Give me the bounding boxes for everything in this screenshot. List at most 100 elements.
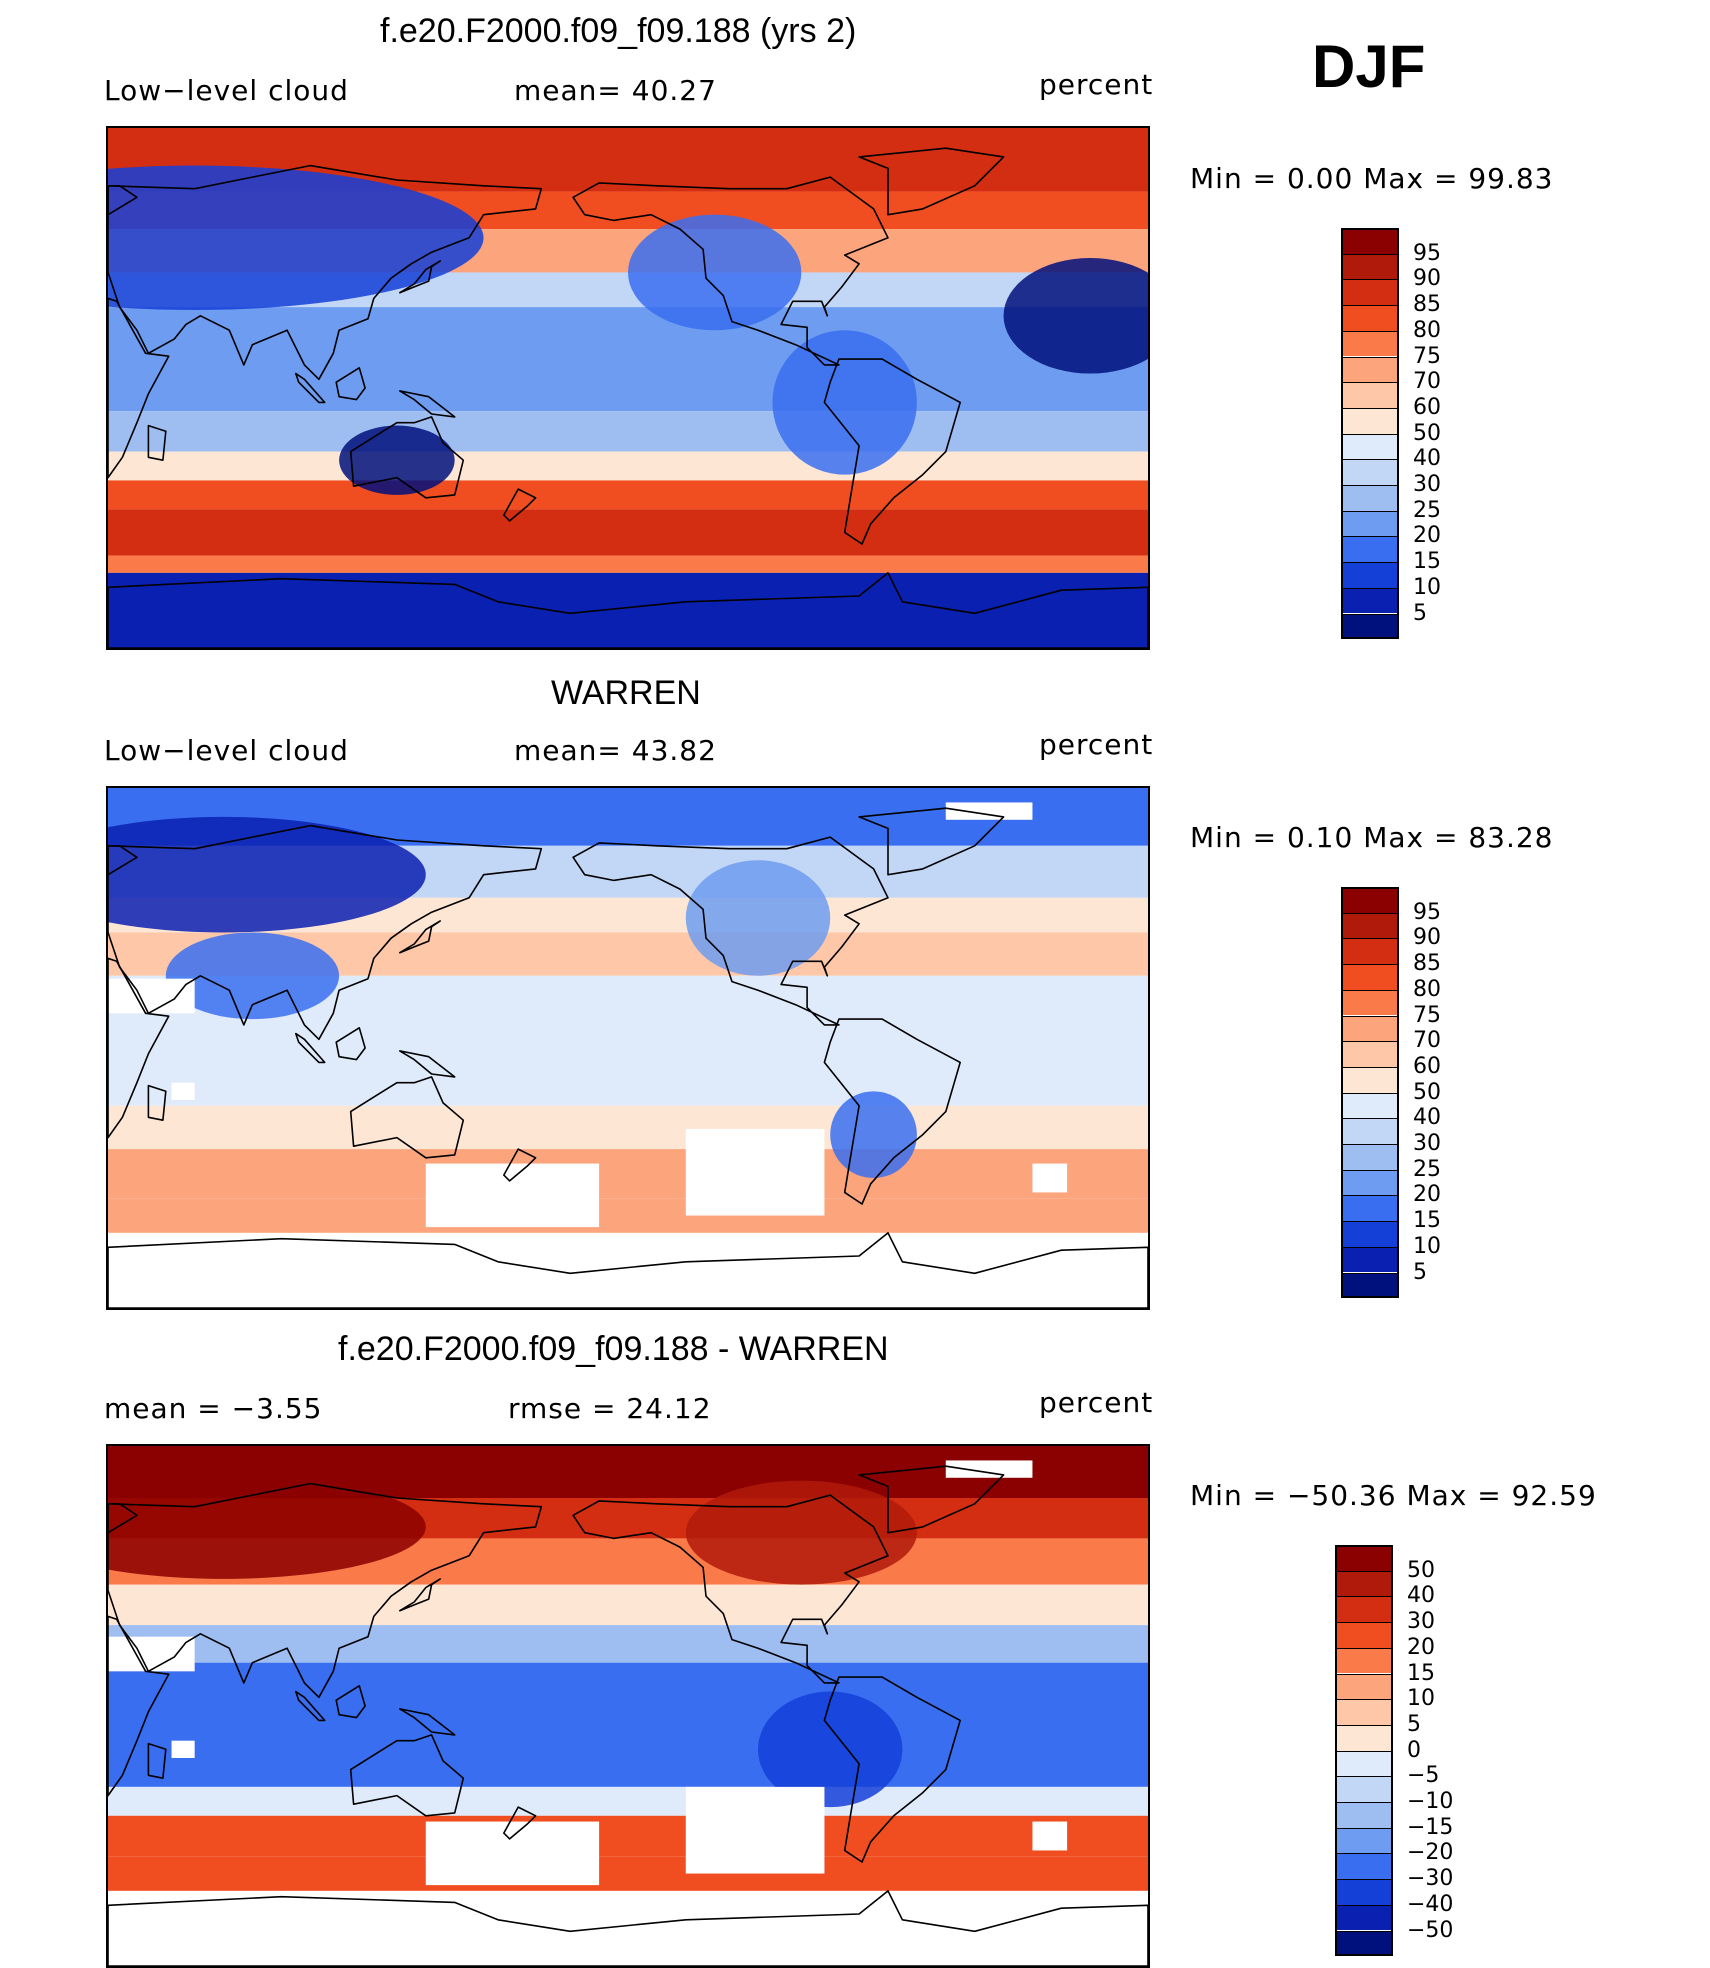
coastline (108, 844, 138, 876)
colorbar-tick-label: 90 (1413, 266, 1441, 292)
colorbar-swatch (1341, 1221, 1399, 1247)
season-label: DJF (1312, 33, 1426, 100)
colorbar-tick-label: 40 (1413, 1105, 1441, 1131)
colorbar-swatch (1341, 1169, 1399, 1196)
map-field (108, 788, 1148, 1308)
colorbar-tick-label: 95 (1413, 899, 1441, 925)
colorbar-swatch (1341, 459, 1399, 485)
colorbar-swatch (1341, 356, 1399, 383)
map-field-band (108, 1815, 1148, 1857)
coastline (108, 957, 170, 1139)
map-field-band (108, 509, 1148, 556)
colorbar-tick-label: −40 (1407, 1891, 1454, 1917)
colorbar-tick-label: −5 (1407, 1763, 1440, 1789)
colorbar-swatch (1341, 536, 1399, 563)
colorbar-tick-label: 50 (1413, 420, 1441, 446)
coastline (108, 824, 543, 1041)
panel-1-map (106, 126, 1150, 650)
coastline (398, 1708, 456, 1736)
colorbar-swatch (1341, 587, 1399, 614)
map-field-band (108, 1625, 1148, 1663)
coastline (349, 1076, 465, 1159)
colorbar-frame (1335, 1545, 1393, 1957)
map-field-band (108, 1019, 1148, 1106)
panel-2-mean-label: mean= 43.82 (514, 734, 717, 767)
colorbar-tick-label: 15 (1413, 1208, 1441, 1234)
coastline (572, 836, 889, 1026)
colorbar-swatch (1335, 1724, 1393, 1751)
colorbar-tick-label: 5 (1413, 600, 1427, 626)
map-field-band (108, 1662, 1148, 1787)
coastline (108, 164, 543, 381)
colorbar-swatch (1341, 305, 1399, 331)
panel-3-units-label: percent (1039, 1386, 1154, 1419)
map-field-band (108, 1149, 1148, 1199)
colorbar-swatch (1335, 1879, 1393, 1905)
map-field-patch (1003, 258, 1148, 374)
map-field-patch (685, 860, 831, 976)
colorbar-tick-label: 0 (1407, 1737, 1421, 1763)
coastline (823, 1018, 962, 1205)
colorbar-frame (1341, 228, 1399, 640)
colorbar-swatch (1341, 613, 1399, 640)
panel-1-mean-label: mean= 40.27 (514, 74, 717, 107)
colorbar-swatch (1335, 1827, 1393, 1854)
colorbar-swatch (1341, 228, 1399, 254)
missing-data-patch (945, 802, 1033, 820)
panel-3-rmse-label: rmse = 24.12 (508, 1392, 712, 1425)
colorbar-tick-label: 30 (1413, 472, 1441, 497)
map-field-band (108, 1584, 1148, 1626)
colorbar-tick-label: 40 (1413, 446, 1441, 472)
map-field-patch (758, 1691, 903, 1808)
colorbar-swatch (1335, 1904, 1393, 1931)
colorbar-tick-label: 5 (1407, 1711, 1421, 1737)
missing-data-patch (685, 1786, 825, 1874)
coastline (502, 1806, 537, 1840)
colorbar-swatch (1335, 1673, 1393, 1700)
colorbar-tick-label: 15 (1413, 549, 1441, 575)
coastline (858, 807, 1005, 876)
map-field-band (108, 572, 1148, 648)
coastline (108, 1232, 1148, 1308)
coastline (398, 260, 442, 294)
colorbar-tick-label: 60 (1413, 1053, 1441, 1079)
colorbar-swatch (1341, 1195, 1399, 1222)
coastline (572, 176, 889, 366)
colorbar-tick-label: 70 (1413, 369, 1441, 395)
map-field-band (108, 411, 1148, 452)
coastline (295, 372, 326, 404)
colorbar-tick-label: 75 (1413, 343, 1441, 369)
map-field-patch (165, 932, 340, 1020)
colorbar-tick-label: 80 (1413, 976, 1441, 1002)
map-field-band (108, 555, 1148, 573)
colorbar-tick-label: 10 (1413, 574, 1441, 600)
map-field (108, 128, 1148, 648)
colorbar-tick-label: 25 (1413, 497, 1441, 523)
panel-1-minmax: Min = 0.00 Max = 99.83 (1190, 162, 1554, 195)
coastline (349, 1734, 465, 1817)
map-field-band (108, 1105, 1148, 1150)
map-field-band (108, 1786, 1148, 1816)
colorbar-swatch (1341, 1092, 1399, 1119)
colorbar-tick-label: 90 (1413, 925, 1441, 951)
missing-data-patch (425, 1821, 600, 1886)
coastline (108, 1502, 138, 1534)
colorbar-tick-label: 20 (1413, 523, 1441, 549)
colorbar-tick-label: −15 (1407, 1814, 1454, 1840)
colorbar-swatch (1335, 1622, 1393, 1648)
coastline (858, 147, 1005, 216)
missing-data-patch (171, 1740, 195, 1758)
colorbar-tick-label: −30 (1407, 1866, 1454, 1892)
colorbar-swatch (1335, 1750, 1393, 1777)
coastline (335, 367, 366, 401)
colorbar-tick-label: 50 (1413, 1079, 1441, 1105)
map-field-patch (830, 1091, 917, 1178)
map-field-patch (108, 165, 484, 310)
coastline (147, 1742, 167, 1780)
colorbar-tick-label: 10 (1413, 1233, 1441, 1259)
coastline (108, 1890, 1148, 1966)
coastline (108, 1482, 543, 1699)
map-field-band (108, 1198, 1148, 1233)
coastline (858, 1465, 1005, 1534)
colorbar-swatch (1341, 330, 1399, 357)
